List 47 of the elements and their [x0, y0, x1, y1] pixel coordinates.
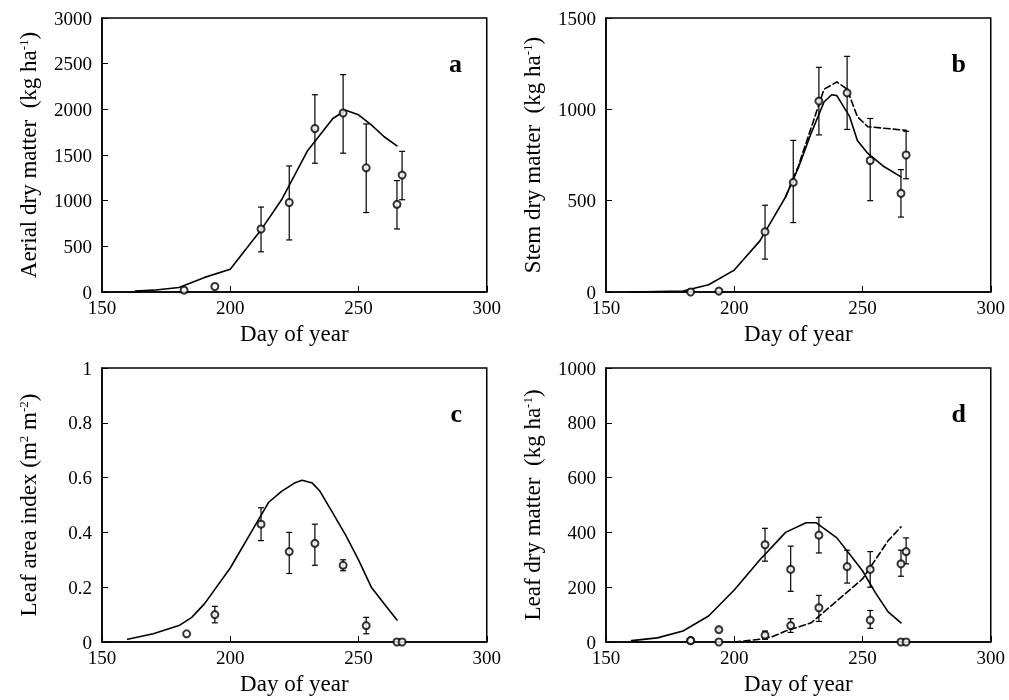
y-tick-label: 2500 [54, 53, 92, 75]
x-tick-label: 250 [344, 297, 373, 318]
y-tick-label: 2000 [54, 98, 92, 120]
y-tick-label: 1 [82, 357, 92, 379]
y-tick-label: 0 [586, 281, 596, 303]
y-tick-label: 200 [567, 576, 596, 598]
x-tick-label: 250 [344, 647, 373, 668]
y-tick-label: 0.6 [68, 467, 92, 489]
annotation: b [951, 48, 967, 78]
annotation: c [450, 398, 463, 428]
y-tick-label: 3000 [54, 7, 92, 29]
y-tick-label: 1000 [558, 98, 596, 120]
x-tick-label: 300 [976, 297, 1005, 318]
x-tick-label: 200 [720, 297, 749, 318]
x-axis-title: Day of year [744, 320, 853, 346]
x-axis-title: Day of year [744, 670, 853, 696]
x-tick-label: 300 [472, 647, 501, 668]
x-tick-label: 250 [848, 297, 877, 318]
y-tick-label: 600 [567, 467, 596, 489]
x-axis-title: Day of year [240, 670, 349, 696]
y-tick-label: 1500 [558, 7, 596, 29]
x-tick-label: 250 [848, 647, 877, 668]
y-tick-label: 1000 [54, 190, 92, 212]
y-tick-label: 1000 [558, 357, 596, 379]
y-tick-label: 1500 [54, 144, 92, 166]
y-tick-label: 0.4 [68, 521, 93, 543]
x-axis-title: Day of year [240, 320, 349, 346]
y-tick-label: 0 [586, 631, 596, 653]
y-tick-label: 500 [567, 190, 596, 212]
y-tick-label: 500 [63, 235, 92, 257]
y-tick-label: 0 [82, 631, 92, 653]
x-tick-label: 200 [216, 297, 245, 318]
x-tick-label: 200 [216, 647, 245, 668]
y-axis-title: Leaf dry matter (kg ha-1) [520, 389, 545, 621]
x-tick-label: 300 [976, 647, 1005, 668]
y-axis-title: Aerial dry matter (kg ha-1) [16, 31, 41, 279]
y-tick-label: 400 [567, 521, 596, 543]
y-tick-label: 0.8 [68, 412, 92, 434]
y-tick-label: 0.2 [68, 576, 92, 598]
y-axis-title: Stem dry matter (kg ha-1) [520, 36, 545, 274]
y-tick-label: 800 [567, 412, 596, 434]
annotation: a [449, 48, 462, 78]
annotation: d [951, 398, 967, 428]
x-tick-label: 300 [472, 297, 501, 318]
y-tick-label: 0 [82, 281, 92, 303]
y-axis-title: Leaf area index (m2 m-2) [16, 393, 41, 617]
x-tick-label: 200 [720, 647, 749, 668]
